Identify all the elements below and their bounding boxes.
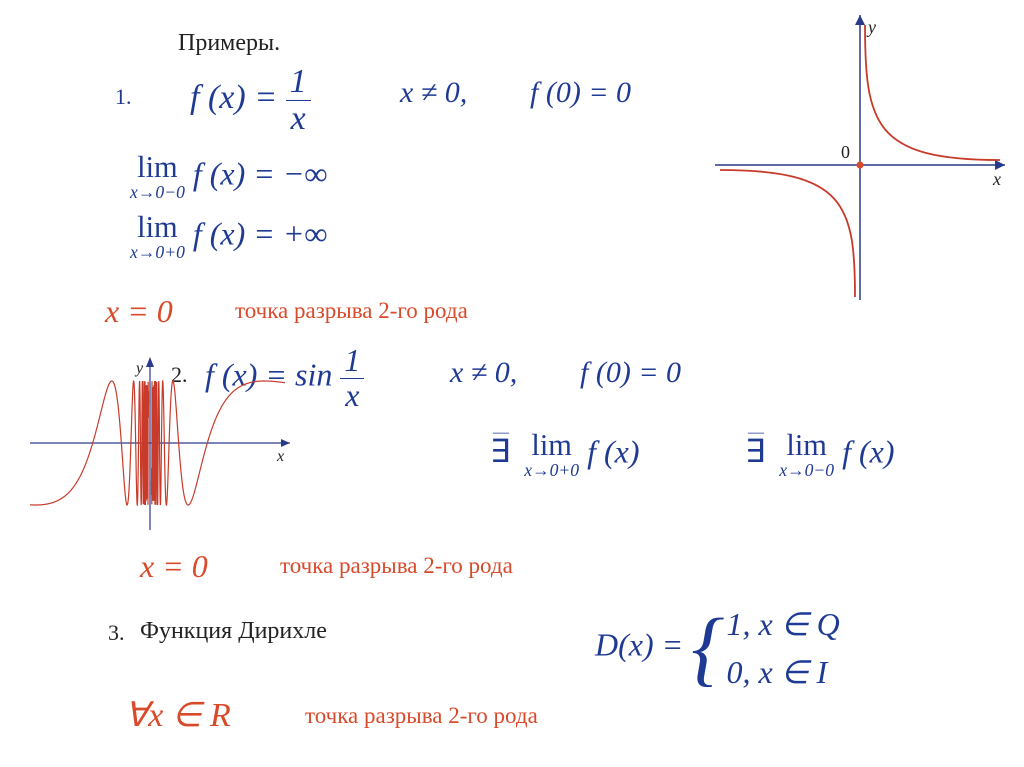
ex2-lim2-top: lim — [779, 430, 834, 460]
ex3-d-lhs: D(x) = — [595, 626, 691, 662]
ex2-lim2-bot: x→0−0 — [779, 462, 834, 480]
ex2-lim1-top: lim — [524, 430, 579, 460]
ex2-x-label: x — [276, 448, 284, 465]
ex2-bar2: — — [748, 424, 764, 442]
ex2-cond2: f (0) = 0 — [580, 356, 681, 390]
ex1-cond2: f (0) = 0 — [530, 76, 631, 110]
ex1-y-label: y — [866, 17, 876, 37]
ex1-lim1: lim x→0−0 f (x) = −∞ — [130, 152, 327, 202]
ex3-name: Функция Дирихле — [140, 618, 327, 645]
ex1-curve-q3 — [720, 170, 855, 297]
ex3-dirichlet: D(x) = { 1, x ∈ Q 0, x ∈ I — [595, 600, 840, 696]
ex3-case1: 1, x ∈ Q — [727, 606, 840, 642]
ex2-lim2-block: lim x→0−0 — [779, 430, 834, 480]
ex3-caption: точка разрыва 2-го рода — [305, 703, 538, 729]
ex3-case2: 0, x ∈ I — [727, 654, 828, 690]
ex2-frac-num: 1 — [340, 344, 364, 379]
ex1-origin-dot — [857, 162, 864, 169]
ex1-graph: y x 0 — [715, 15, 1005, 300]
ex2-caption: точка разрыва 2-го рода — [280, 553, 513, 579]
ex2-lim1-bot: x→0+0 — [524, 462, 579, 480]
ex1-lim1-bot: x→0−0 — [130, 184, 185, 202]
ex2-nexists1-sym: — ∃ — [490, 432, 510, 470]
ex2-frac-den: x — [340, 379, 364, 413]
ex2-nexists1: — ∃ lim x→0+0 f (x) — [490, 430, 640, 480]
ex1-y-arrow — [855, 15, 865, 25]
ex1-point: x = 0 — [105, 293, 173, 330]
ex1-caption: точка разрыва 2-го рода — [235, 298, 468, 324]
ex1-curve-q1 — [865, 25, 1000, 160]
ex2-graph: y x — [30, 355, 290, 530]
ex2-cond1: x ≠ 0, — [450, 356, 517, 390]
ex3-cases: 1, x ∈ Q 0, x ∈ I — [727, 600, 840, 696]
ex1-frac-den: x — [286, 101, 311, 137]
ex1-lim2: lim x→0+0 f (x) = +∞ — [130, 212, 327, 262]
ex2-nexists2-sym: — ∃ — [745, 432, 765, 470]
ex1-formula: f (x) = 1x — [190, 64, 311, 136]
ex1-lim1-rhs: f (x) = −∞ — [185, 155, 327, 191]
ex2-x-arrow — [281, 439, 290, 447]
ex1-lim2-top: lim — [130, 212, 185, 242]
ex1-lim1-top: lim — [130, 152, 185, 182]
ex1-zero-label: 0 — [841, 142, 850, 162]
ex2-y-label: y — [134, 360, 144, 377]
ex2-bar1: — — [493, 424, 509, 442]
ex1-frac: 1x — [286, 64, 311, 136]
ex2-nexists2: — ∃ lim x→0−0 f (x) — [745, 430, 895, 480]
section-header: Примеры. — [178, 30, 280, 57]
ex1-eq: = — [246, 79, 286, 116]
ex2-lim1-rhs: f (x) — [579, 433, 639, 469]
ex1-lim1-block: lim x→0−0 — [130, 152, 185, 202]
ex2-point: x = 0 — [140, 548, 208, 585]
ex1-lim2-rhs: f (x) = +∞ — [185, 215, 327, 251]
ex1-frac-num: 1 — [286, 64, 311, 101]
ex2-lim2-rhs: f (x) — [834, 433, 894, 469]
ex1-fx: f (x) — [190, 79, 246, 116]
ex3-brace: { — [691, 611, 724, 686]
ex3-number: 3. — [108, 620, 125, 646]
ex1-x-label: x — [992, 169, 1001, 189]
ex2-lim1-block: lim x→0+0 — [524, 430, 579, 480]
ex1-lim2-block: lim x→0+0 — [130, 212, 185, 262]
ex1-cond1: x ≠ 0, — [400, 76, 467, 110]
ex3-forall: ∀x ∈ R — [125, 695, 231, 735]
ex1-lim2-bot: x→0+0 — [130, 244, 185, 262]
ex1-number: 1. — [115, 84, 132, 110]
ex2-frac: 1x — [340, 344, 364, 412]
ex2-y-arrow — [146, 357, 154, 367]
